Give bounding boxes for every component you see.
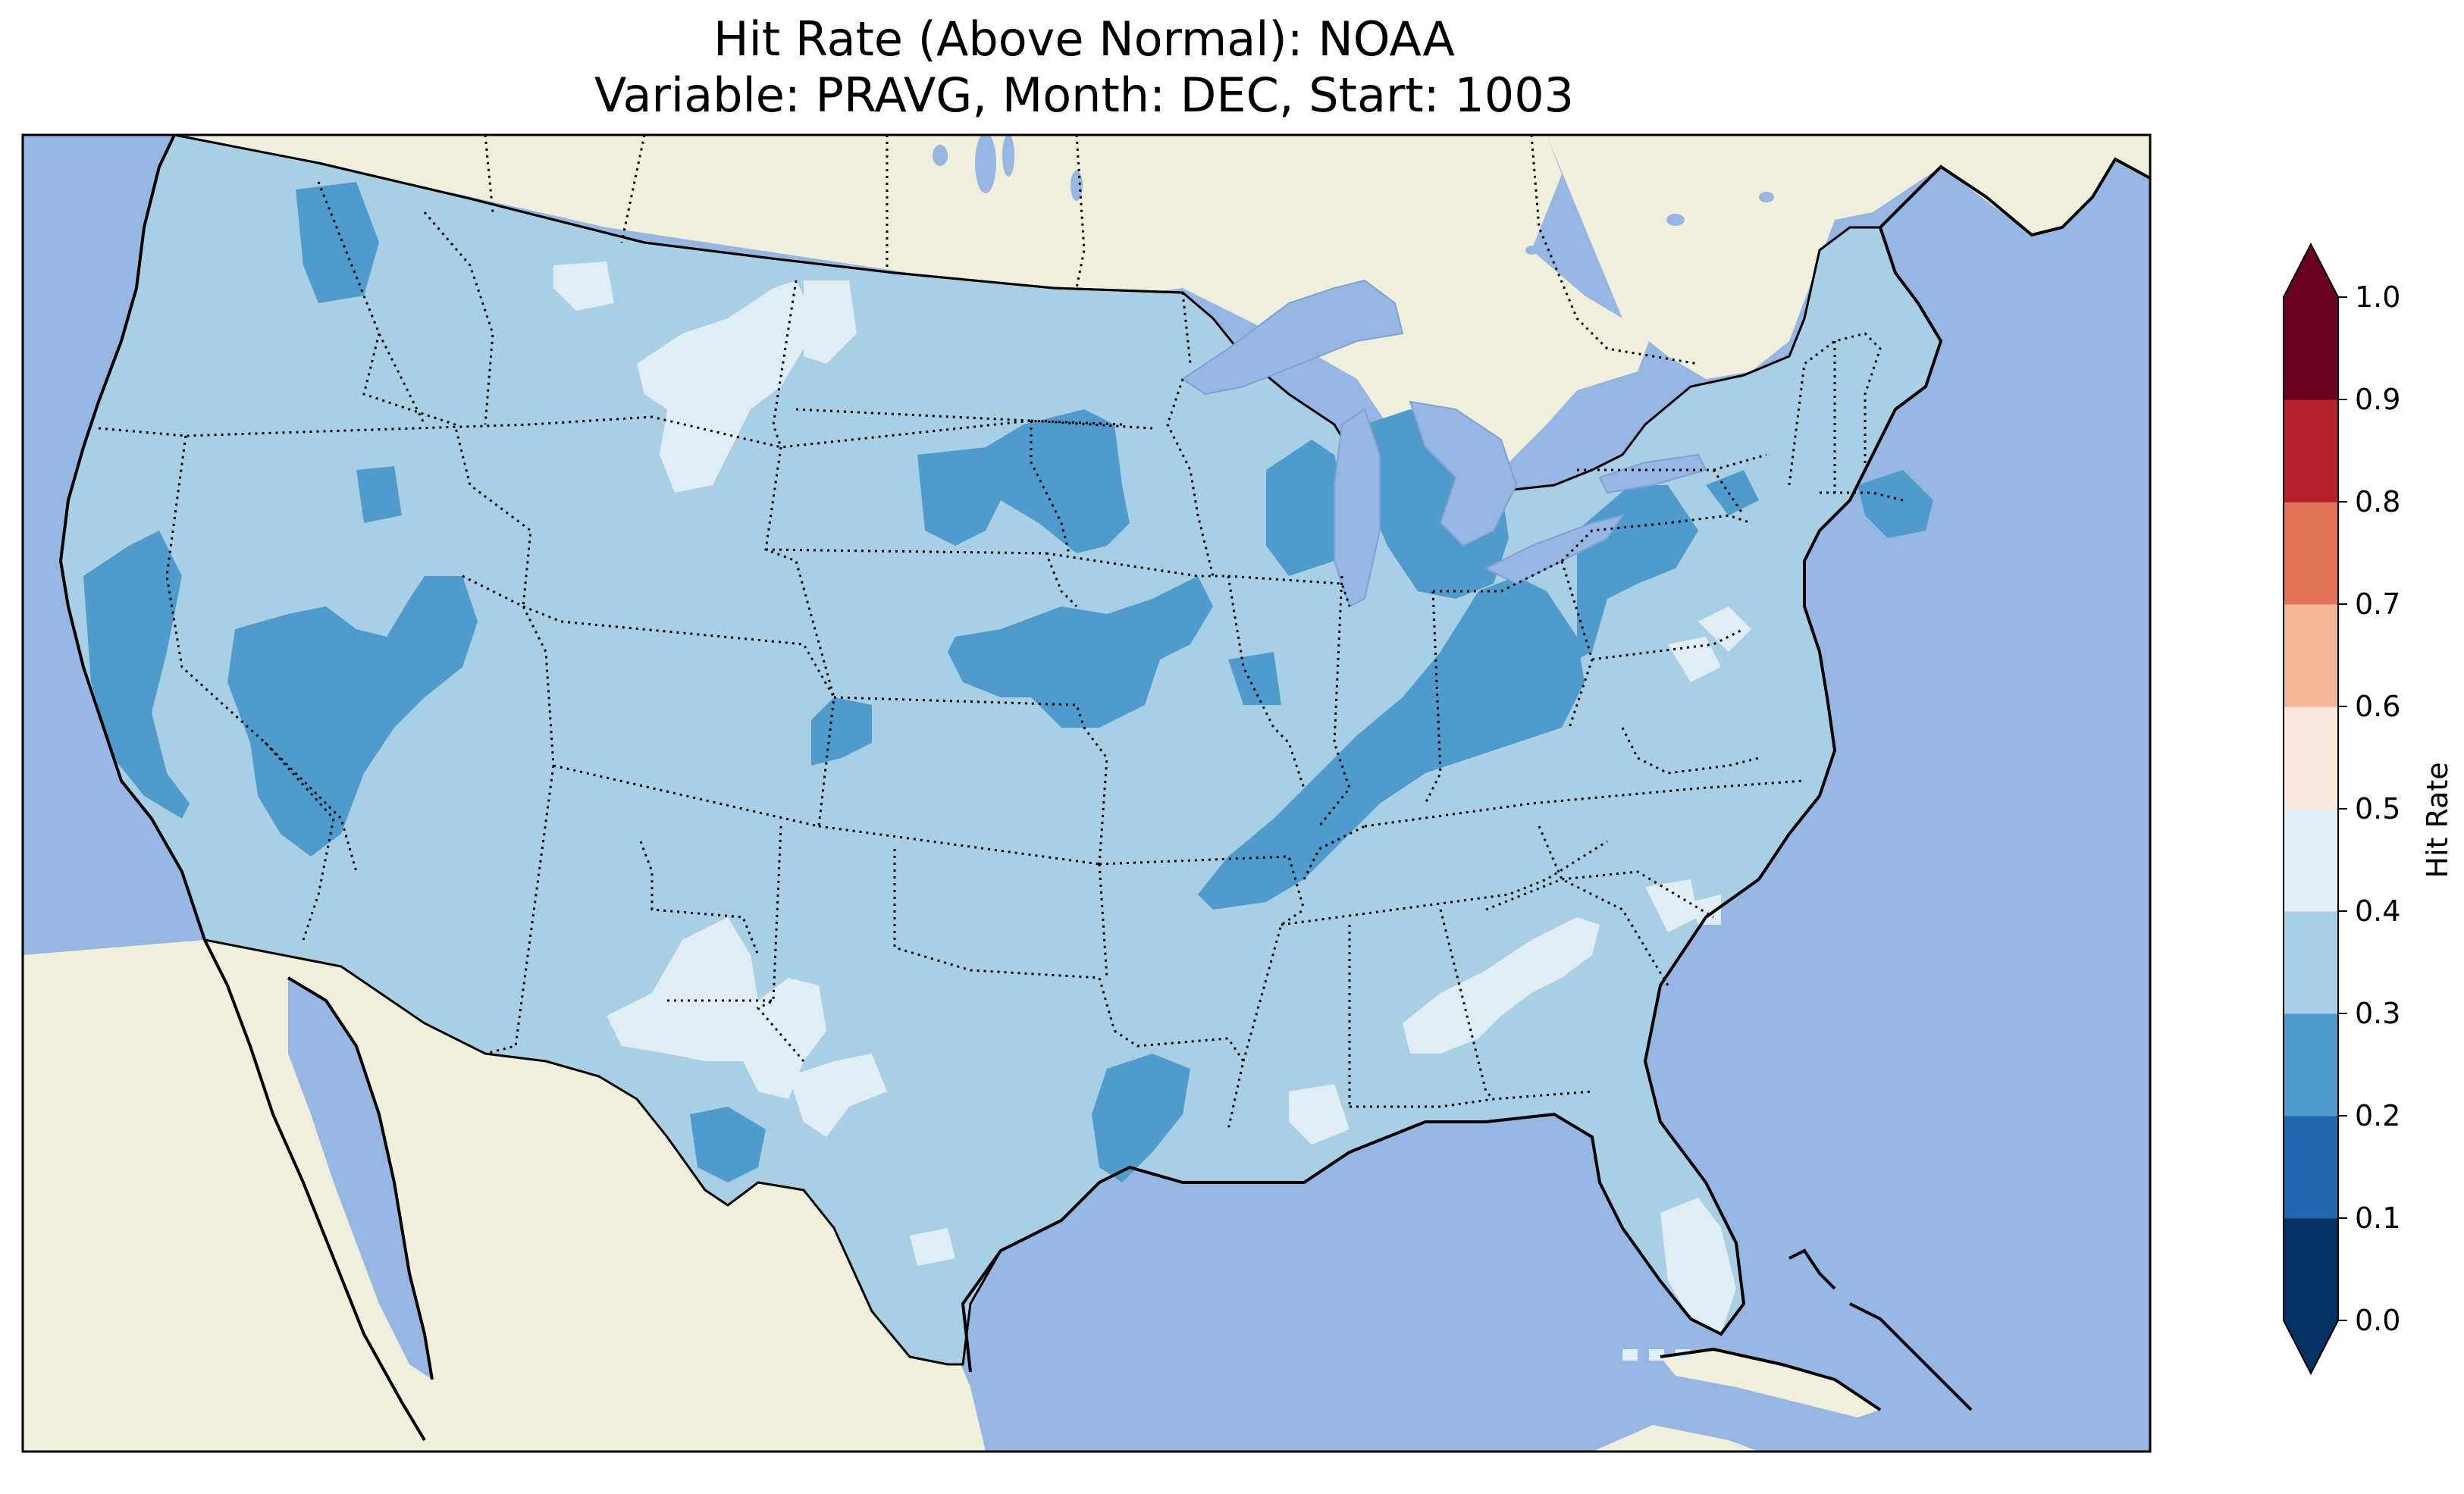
canada-land bbox=[174, 135, 1649, 485]
colorbar-extend-min bbox=[2284, 1320, 2338, 1373]
state-borders bbox=[98, 181, 1904, 1130]
colorbar-tick-label: 0.1 bbox=[2355, 1201, 2400, 1235]
colorbar-segments bbox=[2283, 242, 2339, 1376]
colorbar-bin bbox=[2284, 1013, 2338, 1117]
coastlines bbox=[58, 135, 2150, 1442]
colorbar-tick-label: 0.3 bbox=[2355, 997, 2400, 1030]
colorbar-bin bbox=[2284, 706, 2338, 810]
colorbar-tick-label: 0.5 bbox=[2355, 792, 2400, 825]
lake-superior bbox=[1181, 279, 1404, 396]
map-title: Hit Rate (Above Normal): NOAA bbox=[713, 11, 1455, 67]
great-lakes bbox=[1181, 279, 1707, 608]
cuba-land bbox=[1660, 1349, 1880, 1417]
colorbar-tick-label: 0.0 bbox=[2355, 1304, 2400, 1337]
colorbar-bin bbox=[2284, 399, 2338, 503]
colorbar-tick-label: 0.2 bbox=[2355, 1099, 2400, 1132]
map-subtitle: Variable: PRAVG, Month: DEC, Start: 1003 bbox=[594, 67, 1575, 123]
colorbar-tick-label: 1.0 bbox=[2355, 280, 2400, 314]
yucatan-land bbox=[1592, 1425, 1759, 1452]
colorbar-bin bbox=[2284, 1218, 2338, 1321]
colorbar-extend-max bbox=[2284, 244, 2338, 297]
lake-erie bbox=[1484, 514, 1625, 585]
gulf-of-california bbox=[288, 978, 432, 1380]
canada-us-border bbox=[318, 161, 1183, 294]
colorbar-bin bbox=[2284, 502, 2338, 605]
colorbar-tick-label: 0.9 bbox=[2355, 383, 2400, 416]
mexico-land bbox=[23, 940, 986, 1452]
colorbar-tick-label: 0.6 bbox=[2355, 690, 2400, 723]
map-frame bbox=[21, 133, 2152, 1453]
lake-michigan bbox=[1334, 408, 1381, 608]
colorbar-tick-label: 0.8 bbox=[2355, 485, 2400, 518]
colorbar-tick-label: 0.7 bbox=[2355, 587, 2400, 621]
colorbar-tick-label: 0.4 bbox=[2355, 894, 2400, 928]
canadian-lakes bbox=[933, 135, 1774, 255]
colorbar-bin bbox=[2284, 297, 2338, 400]
colorbar-bin bbox=[2284, 911, 2338, 1014]
province-borders bbox=[484, 135, 1699, 365]
class-0.4-0.5-patches bbox=[553, 262, 1751, 1361]
colorbar-ticks: 0.0 0.1 0.2 0.3 0.4 0.5 0.6 0.7 0.8 0.9 1.0 bbox=[2338, 280, 2400, 1337]
colorbar-label: Hit Rate bbox=[2421, 762, 2454, 878]
colorbar-bin bbox=[2284, 809, 2338, 912]
class-0.2-0.3-patches bbox=[83, 182, 1933, 1182]
colorbar-bin bbox=[2284, 604, 2338, 707]
lake-ontario bbox=[1598, 453, 1707, 494]
colorbar-bin bbox=[2284, 1116, 2338, 1219]
canada-land-east bbox=[1547, 135, 2150, 379]
lake-huron bbox=[1409, 400, 1518, 547]
